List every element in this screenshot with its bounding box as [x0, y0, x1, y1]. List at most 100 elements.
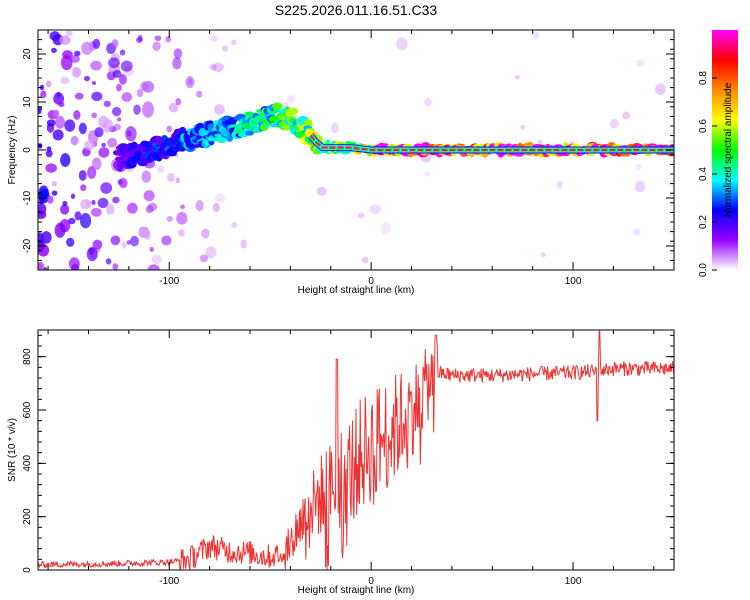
colorbar-tick-label: 0.8: [698, 71, 709, 85]
heatmap-cell: [84, 139, 95, 151]
snr-y-tick-label: 400: [22, 455, 33, 472]
heatmap-cell: [38, 106, 43, 111]
heatmap-cell: [91, 200, 96, 206]
heatmap-cell: [636, 59, 645, 67]
heatmap-cell: [271, 102, 283, 110]
heatmap-cell: [424, 97, 432, 107]
heatmap-cell: [47, 195, 54, 204]
heatmap-cell: [78, 122, 87, 135]
heatmap-cell: [91, 91, 103, 102]
heatmap-cell: [50, 47, 57, 53]
heatmap-cell: [113, 123, 121, 131]
heatmap-cell: [121, 242, 127, 249]
heatmap-cell: [173, 48, 183, 59]
colorbar-tick-label: 0.4: [698, 167, 709, 181]
heatmap-cell: [60, 55, 73, 71]
heatmap-cell: [178, 229, 185, 237]
heatmap-cell: [222, 45, 229, 52]
heatmap-cell: [166, 125, 173, 133]
snr-y-tick-label: 0: [22, 567, 33, 573]
heatmap-cell: [55, 115, 65, 129]
spectrogram-x-label: Height of straight line (km): [298, 285, 415, 296]
heatmap-cell: [106, 204, 115, 215]
heatmap-cell: [70, 135, 79, 146]
ridge-mid: [308, 133, 674, 153]
heatmap-cell: [91, 112, 98, 119]
heatmap-cell: [537, 139, 543, 145]
spectrogram-x-tick-label: -100: [159, 276, 179, 287]
heatmap-cell: [632, 229, 640, 236]
heatmap-cell: [396, 37, 408, 51]
heatmap-cell: [287, 95, 295, 103]
heatmap-cell: [91, 81, 97, 85]
heatmap-cell: [90, 60, 102, 71]
heatmap-cell: [143, 190, 155, 202]
heatmap-cell: [175, 177, 180, 184]
colorbar-gradient: [712, 30, 738, 270]
heatmap-cell: [121, 92, 133, 102]
heatmap-cell: [172, 57, 182, 70]
heatmap-cell: [51, 181, 57, 187]
heatmap-cell: [73, 50, 81, 57]
heatmap-cell: [118, 74, 127, 85]
heatmap-cell: [92, 239, 103, 250]
spectrogram-y-label: Frequency (Hz): [7, 116, 18, 185]
heatmap-cell: [112, 263, 119, 270]
heatmap-cell: [120, 60, 133, 72]
spectrogram-x-tick-label: 0: [368, 276, 374, 287]
heatmap-cell: [152, 41, 161, 52]
heatmap-cell: [196, 90, 203, 98]
heatmap-cell: [38, 109, 42, 114]
heatmap-cell: [74, 92, 84, 100]
figure-title: S225.2026.011.16.51.C33: [275, 2, 438, 18]
heatmap-cell: [361, 256, 369, 264]
heatmap-cell: [111, 39, 119, 48]
heatmap-cell: [110, 235, 121, 246]
heatmap-cell: [83, 75, 91, 82]
heatmap-cell: [209, 34, 219, 43]
ridge-core: [309, 134, 674, 152]
snr-y-tick-label: 600: [22, 401, 33, 418]
heatmap-cell: [58, 101, 65, 107]
heatmap-cell: [200, 254, 208, 263]
heatmap-cell: [79, 213, 92, 229]
heatmap-cell: [201, 228, 210, 239]
spectrogram-y-tick-label: 0: [22, 147, 33, 153]
spectrogram-y-tick-label: -20: [22, 238, 33, 253]
heatmap-cell: [118, 177, 128, 189]
heatmap-cell: [609, 118, 619, 129]
heatmap-cell: [149, 246, 154, 252]
heatmap-cell: [185, 76, 195, 89]
heatmap-cell: [133, 104, 141, 115]
heatmap-cell: [655, 83, 666, 96]
colorbar: 0.0 0.2 0.4 0.6 0.8 Normalized spectral ampl…: [698, 30, 738, 277]
heatmap-cell: [41, 231, 52, 244]
heatmap-cell: [38, 232, 44, 245]
heatmap-cell: [98, 147, 110, 158]
heatmap-cell: [94, 127, 104, 138]
heatmap-cell: [380, 221, 391, 235]
spectrogram-y-tick-label: -10: [22, 190, 33, 205]
heatmap-cell: [49, 31, 61, 41]
heatmap-cell: [62, 200, 68, 206]
heatmap-cell: [53, 109, 60, 118]
snr-x-tick-label: 0: [368, 576, 374, 587]
heatmap-cell: [209, 63, 217, 71]
heatmap-cell: [78, 170, 87, 181]
heatmap-cell: [166, 216, 173, 222]
colorbar-label: Normalized spectral amplitude: [723, 82, 734, 217]
heatmap-cell: [92, 38, 101, 49]
heatmap-cell: [64, 119, 76, 132]
heatmap-cell: [38, 188, 50, 204]
heatmap-cell: [87, 166, 97, 179]
heatmap-cell: [38, 244, 50, 257]
spectrogram-x-tick-label: 100: [565, 276, 582, 287]
heatmap-cell: [45, 149, 53, 158]
heatmap-cell: [147, 264, 160, 270]
heatmap-cell: [80, 184, 87, 192]
heatmap-cell: [81, 41, 93, 55]
heatmap-cell: [289, 107, 298, 115]
heatmap-cell: [62, 50, 73, 60]
snr-x-tick-label: -100: [159, 576, 179, 587]
